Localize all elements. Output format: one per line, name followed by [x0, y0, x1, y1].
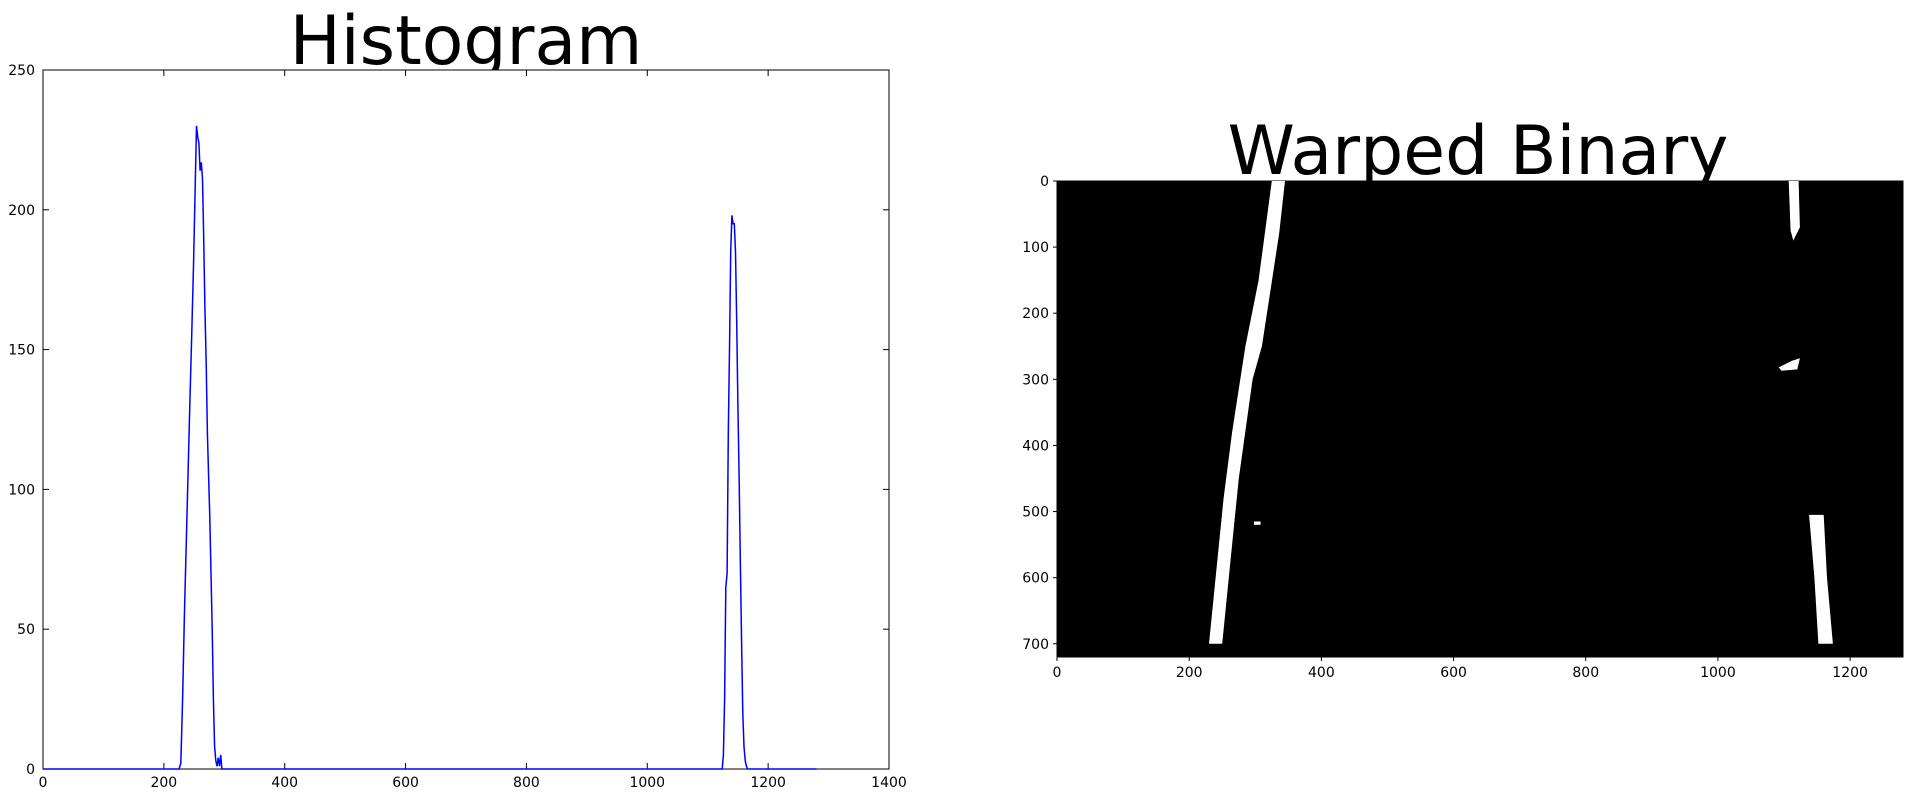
histogram-y-tick-label: 50 [17, 622, 35, 638]
warped-y-tick-label: 700 [1022, 637, 1049, 653]
warped-binary-title: Warped Binary [1228, 112, 1729, 191]
warped-x-tick-label: 600 [1440, 665, 1467, 681]
histogram-y-tick-label: 250 [8, 63, 35, 79]
warped-binary-lane-shapes [1209, 181, 1833, 644]
histogram-y-tick-label: 100 [8, 482, 35, 498]
warped-y-tick-label: 100 [1022, 240, 1049, 256]
warped-binary-y-ticks: 0 100 200 300 400 500 600 700 [1022, 174, 1057, 653]
warped-binary-chart: Warped Binary 0 200 400 600 800 1000 1200 0 100… [1022, 112, 1904, 681]
right-lane-blob [1778, 358, 1800, 371]
warped-x-tick-label: 1200 [1832, 665, 1868, 681]
right-lane-bottom [1809, 514, 1833, 644]
histogram-series-line [43, 125, 817, 770]
warped-y-tick-label: 200 [1022, 306, 1049, 322]
warped-y-tick-label: 0 [1040, 174, 1049, 190]
histogram-x-tick-label: 0 [39, 775, 48, 791]
warped-y-tick-label: 500 [1022, 505, 1049, 521]
warped-x-tick-label: 800 [1572, 665, 1599, 681]
histogram-x-tick-label: 1000 [629, 775, 665, 791]
warped-binary-x-ticks: 0 200 400 600 800 1000 1200 [1053, 657, 1868, 681]
histogram-y-tick-label: 150 [8, 343, 35, 359]
histogram-x-tick-label: 200 [150, 775, 177, 791]
histogram-x-ticks: 0 200 400 600 800 1000 1200 1400 [39, 70, 907, 791]
histogram-chart: Histogram 0 200 400 600 800 1000 1200 1400 0 50 1… [8, 2, 907, 791]
warped-x-tick-label: 1000 [1700, 665, 1736, 681]
histogram-title: Histogram [290, 2, 643, 81]
histogram-x-tick-label: 400 [271, 775, 298, 791]
warped-x-tick-label: 200 [1176, 665, 1203, 681]
histogram-y-tick-label: 0 [26, 762, 35, 778]
histogram-x-tick-label: 1400 [871, 775, 907, 791]
histogram-x-tick-label: 600 [392, 775, 419, 791]
warped-y-tick-label: 300 [1022, 372, 1049, 388]
histogram-x-tick-label: 1200 [750, 775, 786, 791]
warped-binary-image [1056, 180, 1904, 658]
warped-y-tick-label: 400 [1022, 438, 1049, 454]
histogram-x-tick-label: 800 [513, 775, 540, 791]
histogram-y-ticks: 0 50 100 150 200 250 [8, 63, 889, 778]
left-lane [1209, 181, 1285, 644]
histogram-y-tick-label: 200 [8, 203, 35, 219]
right-lane-top [1788, 181, 1800, 241]
warped-x-tick-label: 400 [1308, 665, 1335, 681]
histogram-plot-area [42, 69, 890, 770]
small-speck [1254, 521, 1261, 525]
warped-y-tick-label: 600 [1022, 571, 1049, 587]
warped-x-tick-label: 0 [1053, 665, 1062, 681]
